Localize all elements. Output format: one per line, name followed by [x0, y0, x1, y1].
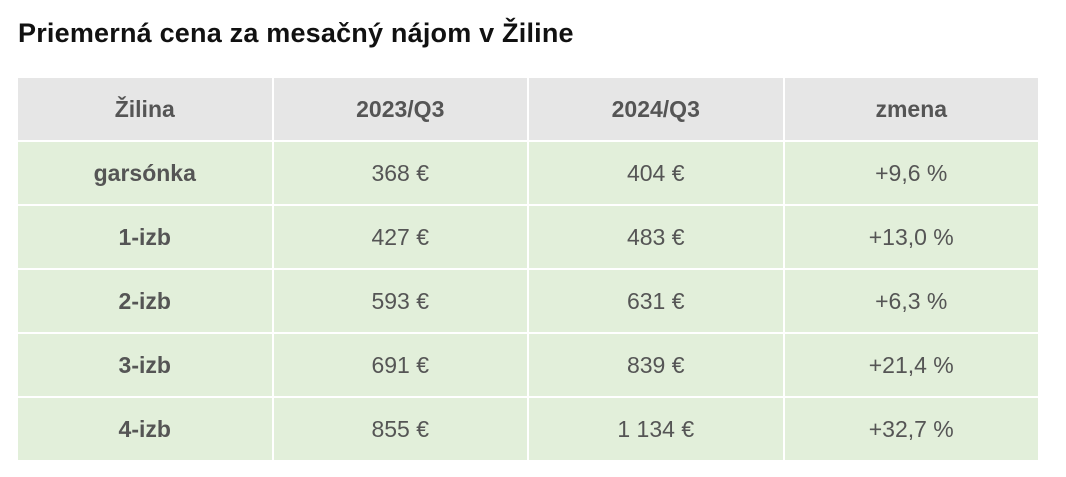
column-header: Žilina — [16, 76, 274, 142]
cell: 483 € — [527, 204, 785, 270]
cell: 368 € — [271, 140, 529, 206]
column-header: 2023/Q3 — [271, 76, 529, 142]
cell: 855 € — [271, 396, 529, 462]
cell: 691 € — [271, 332, 529, 398]
cell: +21,4 % — [782, 332, 1040, 398]
table-row: 2-izb 593 €631 € +6,3 % — [16, 268, 1040, 334]
title: Priemerná cena za mesačný nájom v Žiline — [18, 18, 574, 48]
cell: 593 € — [271, 268, 529, 334]
cell: +9,6 % — [782, 140, 1040, 206]
row-label: 2-izb — [16, 268, 274, 334]
cell: 631 € — [527, 268, 785, 334]
column-header: zmena — [782, 76, 1040, 142]
table-row: garsónka 368 €404 € +9,6 % — [16, 140, 1040, 206]
cell: +32,7 % — [782, 396, 1040, 462]
cell: +6,3 % — [782, 268, 1040, 334]
table-body: garsónka 368 €404 € +9,6 % 1-izb 427 €483 € +… — [16, 140, 1040, 462]
cell: 839 € — [527, 332, 785, 398]
table-row: 3-izb 691 €839 € +21,4 % — [16, 332, 1040, 398]
cell: 1 134 € — [527, 396, 785, 462]
table-head: Žilina 2023/Q3 2024/Q3 zmena — [16, 76, 1040, 142]
row-label: 3-izb — [16, 332, 274, 398]
cell: 427 € — [271, 204, 529, 270]
cell: +13,0 % — [782, 204, 1040, 270]
price-table: Žilina 2023/Q3 2024/Q3 zmena garsónka 368 €4… — [16, 76, 1040, 462]
table-row: 1-izb 427 €483 € +13,0 % — [16, 204, 1040, 270]
row-label: 4-izb — [16, 396, 274, 462]
row-label: 1-izb — [16, 204, 274, 270]
header-row: Žilina 2023/Q3 2024/Q3 zmena — [16, 76, 1040, 142]
cell: 404 € — [527, 140, 785, 206]
row-label: garsónka — [16, 140, 274, 206]
table-row: 4-izb 855 €1 134 € +32,7 % — [16, 396, 1040, 462]
column-header: 2024/Q3 — [527, 76, 785, 142]
